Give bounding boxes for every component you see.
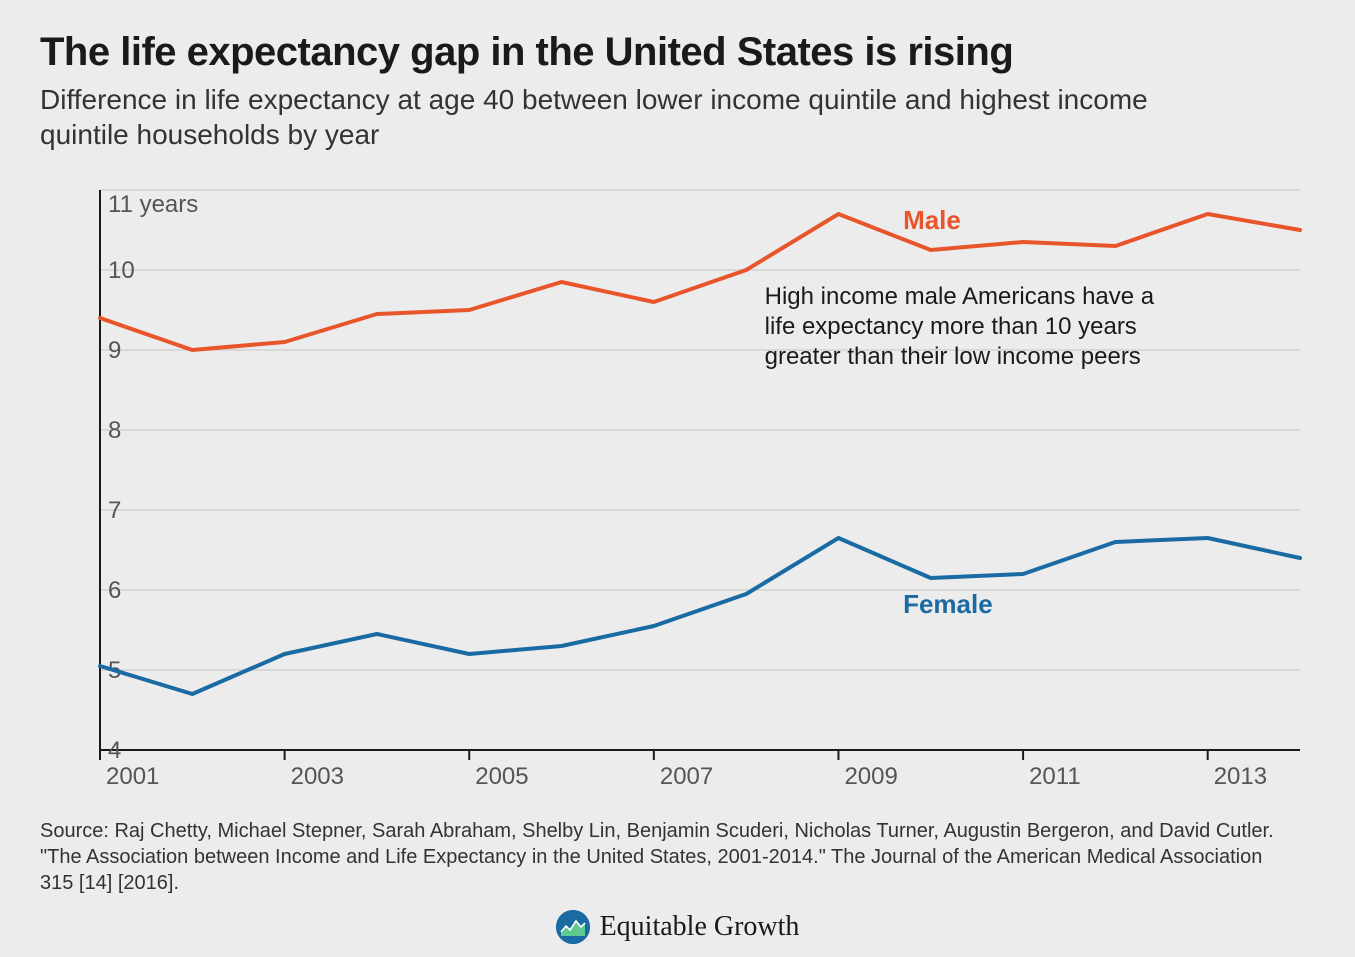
svg-text:2009: 2009 bbox=[844, 763, 897, 790]
svg-text:6: 6 bbox=[108, 577, 121, 604]
svg-text:2013: 2013 bbox=[1214, 763, 1267, 790]
svg-text:7: 7 bbox=[108, 497, 121, 524]
svg-text:9: 9 bbox=[108, 337, 121, 364]
line-chart: 4567891011 years200120032005200720092011… bbox=[40, 180, 1310, 800]
series-label-male: Male bbox=[903, 205, 961, 236]
chart-subtitle: Difference in life expectancy at age 40 … bbox=[40, 82, 1240, 152]
svg-text:2003: 2003 bbox=[291, 763, 344, 790]
logo-chart-icon bbox=[556, 910, 590, 944]
logo-text: Equitable Growth bbox=[600, 911, 800, 943]
chart-svg: 4567891011 years200120032005200720092011… bbox=[40, 180, 1310, 800]
chart-annotation: High income male Americans have alife ex… bbox=[765, 282, 1155, 372]
svg-text:2001: 2001 bbox=[106, 763, 159, 790]
svg-text:10: 10 bbox=[108, 257, 135, 284]
svg-text:4: 4 bbox=[108, 737, 121, 764]
svg-text:2011: 2011 bbox=[1029, 763, 1081, 790]
chart-title: The life expectancy gap in the United St… bbox=[40, 30, 1315, 74]
svg-text:2005: 2005 bbox=[475, 763, 528, 790]
svg-text:2007: 2007 bbox=[660, 763, 713, 790]
chart-card: The life expectancy gap in the United St… bbox=[0, 0, 1355, 957]
svg-text:8: 8 bbox=[108, 417, 121, 444]
publisher-logo: Equitable Growth bbox=[40, 910, 1315, 944]
source-citation: Source: Raj Chetty, Michael Stepner, Sar… bbox=[40, 818, 1300, 896]
svg-text:11 years: 11 years bbox=[108, 191, 198, 218]
series-label-female: Female bbox=[903, 589, 993, 620]
logo-badge-icon bbox=[556, 910, 590, 944]
